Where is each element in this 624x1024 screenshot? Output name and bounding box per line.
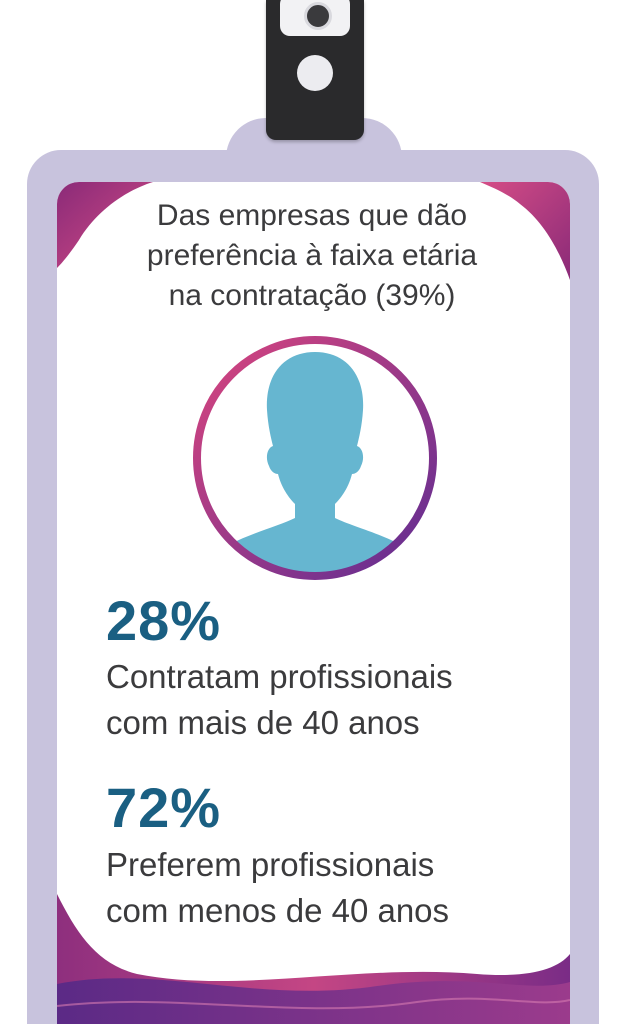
stat-caption-line-1: Preferem profissionais bbox=[106, 846, 435, 883]
person-silhouette-icon bbox=[193, 336, 437, 580]
badge-clip-icon bbox=[266, 0, 364, 140]
corner-wave-top-right bbox=[480, 182, 570, 280]
headline-line-1: Das empresas que dão bbox=[156, 199, 468, 232]
stat-caption-over-40: Contratam profissionais com mais de 40 a… bbox=[106, 654, 453, 746]
headline-line-3: na contratação (39%) bbox=[168, 279, 456, 312]
clip-rivet-bottom bbox=[297, 55, 333, 91]
stat-value-over-40: 28% bbox=[106, 589, 222, 652]
stat-caption-under-40: Preferem profissionais com menos de 40 a… bbox=[106, 842, 449, 934]
stat-value-under-40: 72% bbox=[106, 776, 222, 839]
headline: Das empresas que dão preferência à faixa… bbox=[0, 196, 624, 316]
stat-caption-line-1: Contratam profissionais bbox=[106, 658, 453, 695]
badge-card bbox=[57, 182, 570, 1024]
bottom-wave-decoration bbox=[57, 894, 570, 1024]
stat-caption-line-2: com menos de 40 anos bbox=[106, 892, 450, 929]
headline-line-2: preferência à faixa etária bbox=[146, 239, 478, 272]
stat-caption-line-2: com mais de 40 anos bbox=[106, 704, 420, 741]
corner-wave-top-left bbox=[57, 182, 153, 268]
clip-rivet-top bbox=[304, 2, 332, 30]
